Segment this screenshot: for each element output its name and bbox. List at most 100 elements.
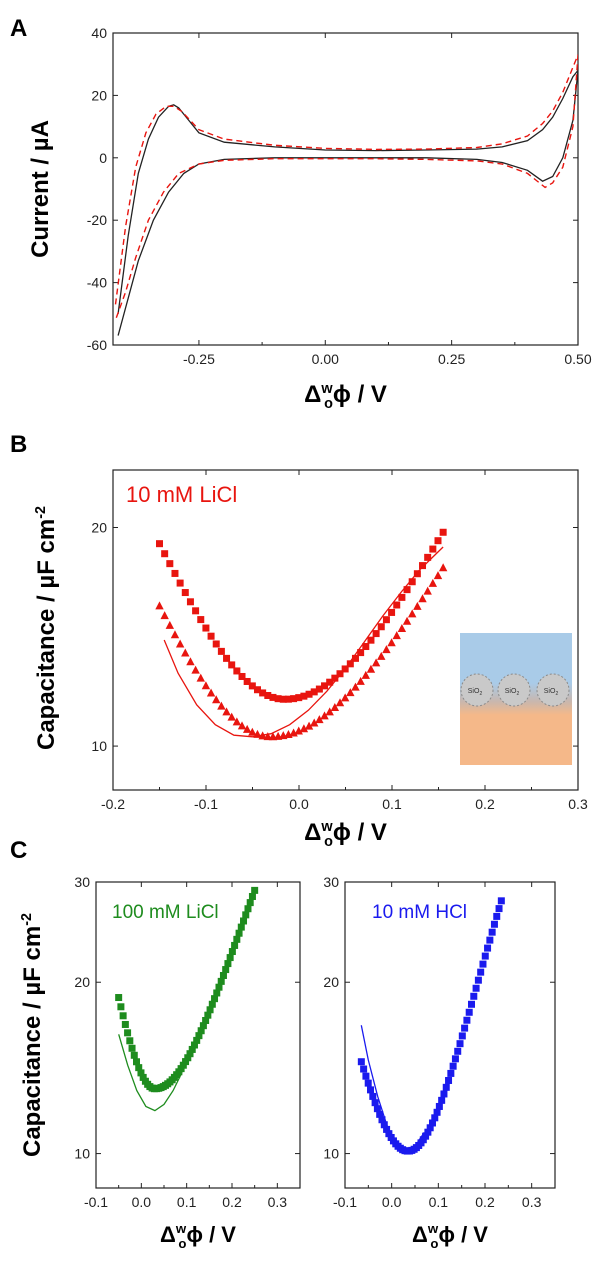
panel-b-square-point bbox=[408, 578, 416, 586]
panel-b-triangle-point bbox=[191, 665, 200, 674]
panel-c-left-x-tick-label: 0.3 bbox=[268, 1194, 288, 1210]
panel-b-triangle-point bbox=[160, 611, 169, 620]
panel-b-square-point bbox=[238, 672, 246, 680]
panel-c-right-square-point bbox=[435, 1102, 443, 1110]
panel-b-triangle-point bbox=[408, 609, 417, 618]
panel-c-right-square-point bbox=[486, 936, 494, 944]
panel-b-triangle-point bbox=[340, 693, 350, 702]
inset-particle-label: SiO2 bbox=[544, 688, 559, 697]
panel-c-right-square-point bbox=[376, 1110, 384, 1118]
panel-b-triangle-point bbox=[201, 681, 211, 690]
panel-c-left-square-point bbox=[126, 1037, 134, 1045]
panel-b-triangle-point bbox=[206, 688, 216, 697]
panel-b-triangle-point bbox=[428, 578, 438, 587]
panel-c-left-square-point bbox=[186, 1050, 194, 1058]
panel-b-x-tick-label: -0.2 bbox=[101, 796, 125, 812]
panel-c-left-x-tick-label: 0.2 bbox=[222, 1194, 242, 1210]
panel-b-triangle-point bbox=[387, 638, 396, 647]
panel-b-square-point bbox=[181, 589, 189, 597]
panel-a-x-axis-label: Δw oϕ / V bbox=[304, 381, 387, 412]
panel-c-right-square-point bbox=[463, 1016, 471, 1024]
panel-b-letter: B bbox=[10, 431, 27, 458]
panel-c-right-square-point bbox=[433, 1108, 441, 1116]
panel-b-square-point bbox=[207, 632, 215, 640]
panel-c-left-square-point bbox=[242, 911, 250, 919]
panel-b-square-point bbox=[372, 630, 380, 638]
panel-c-right-square-point bbox=[465, 1008, 473, 1016]
panel-c-left-square-point bbox=[117, 1003, 125, 1011]
panel-b-square-point bbox=[434, 537, 442, 545]
panel-c-right-square-point bbox=[422, 1132, 430, 1140]
panel-b-square-point bbox=[419, 562, 427, 570]
panel-b-triangle-point bbox=[165, 620, 175, 629]
panel-b-triangle-point bbox=[351, 682, 360, 691]
inset-particle-label: SiO2 bbox=[468, 688, 483, 697]
panel-a-x-tick-label: 0.25 bbox=[438, 351, 465, 367]
panel-c-left-x-tick-label: -0.1 bbox=[84, 1194, 108, 1210]
panel-b-x-tick-label: -0.1 bbox=[194, 796, 218, 812]
panel-c-left-y-tick-label: 20 bbox=[74, 974, 90, 990]
panel-b-square-point bbox=[362, 643, 370, 651]
panel-c-right-square-point bbox=[364, 1079, 372, 1087]
panel-c-left-square-point bbox=[226, 954, 234, 962]
inset-sio2-particle bbox=[536, 673, 570, 707]
panel-c-left-square-point bbox=[248, 892, 256, 900]
panel-c-left-square-point bbox=[219, 971, 227, 979]
panel-b-square-point bbox=[197, 616, 205, 624]
panel-c-right-square-point bbox=[419, 1136, 427, 1144]
panel-b-triangle-point bbox=[356, 676, 365, 685]
panel-b-x-tick-label: 0.0 bbox=[289, 796, 309, 812]
panel-b-square-point bbox=[161, 550, 169, 558]
inset-sio2-particle bbox=[460, 673, 494, 707]
panel-b-triangle-point bbox=[299, 724, 309, 733]
panel-c-right-square-point bbox=[497, 897, 505, 905]
panel-b-y-tick-label: 20 bbox=[91, 519, 107, 535]
panel-b-square-point bbox=[300, 692, 308, 700]
panel-c-right-square-point bbox=[428, 1119, 436, 1127]
panel-c-right-square-point bbox=[385, 1130, 393, 1138]
panel-b-triangle-point bbox=[170, 630, 180, 639]
panel-c-letter: C bbox=[10, 837, 27, 864]
panel-b-square-point bbox=[346, 660, 354, 668]
panel-c-left-square-point bbox=[246, 899, 254, 907]
panel-b-square-point bbox=[413, 570, 421, 578]
panel-b-triangle-point bbox=[186, 657, 195, 666]
panel-c-left-square-point bbox=[211, 995, 219, 1003]
panel-b-x-tick-label: 0.2 bbox=[475, 796, 495, 812]
panel-c-left-x-tick-label: 0.0 bbox=[132, 1194, 152, 1210]
panel-c-right-square-point bbox=[467, 1000, 475, 1008]
panel-b-square-point bbox=[274, 695, 282, 703]
panel-c-right-square-point bbox=[371, 1099, 379, 1107]
inset-particle-label: SiO2 bbox=[505, 688, 520, 697]
panel-c-right-square-point bbox=[424, 1128, 432, 1136]
panel-b-y-tick-label: 10 bbox=[91, 738, 107, 754]
panel-b-square-point bbox=[393, 601, 401, 609]
panel-c-right-x-tick-label: 0.1 bbox=[429, 1194, 449, 1210]
panel-c-left-square-point bbox=[244, 905, 252, 913]
panel-b-square-point bbox=[377, 623, 385, 631]
panel-b-square-point bbox=[398, 593, 406, 601]
panel-a-y-tick-label: 0 bbox=[99, 150, 107, 166]
panel-a-y-tick-label: 40 bbox=[91, 25, 107, 41]
panel-c-left-square-point bbox=[195, 1032, 203, 1040]
panel-c-right-square-point bbox=[481, 952, 489, 960]
panel-c-right-plot-frame bbox=[344, 881, 556, 1189]
panel-b-square-point bbox=[253, 686, 261, 694]
panel-b-square-point bbox=[439, 528, 447, 536]
panel-b-x-axis-label: Δw oϕ / V bbox=[304, 819, 387, 850]
panel-c-right-square-point bbox=[369, 1092, 377, 1100]
panel-b-square-point bbox=[382, 616, 390, 624]
panel-b-square-point bbox=[248, 682, 256, 690]
panel-b-square-point bbox=[269, 693, 277, 701]
panel-c-right-x-tick-label: 0.2 bbox=[475, 1194, 495, 1210]
panel-c-right-annotation: 10 mM HCl bbox=[372, 902, 467, 923]
panel-c-right-x-tick-label: 0.0 bbox=[382, 1194, 402, 1210]
panel-a-y-tick-label: -40 bbox=[87, 275, 107, 291]
panel-b-triangle-point bbox=[392, 631, 401, 640]
panel-c-left-square-point bbox=[213, 989, 221, 997]
panel-c-left-square-point bbox=[193, 1036, 201, 1044]
panel-c-right-square-point bbox=[357, 1058, 365, 1066]
panel-c-left-square-point bbox=[135, 1064, 143, 1072]
panel-b-triangle-point bbox=[366, 664, 376, 673]
